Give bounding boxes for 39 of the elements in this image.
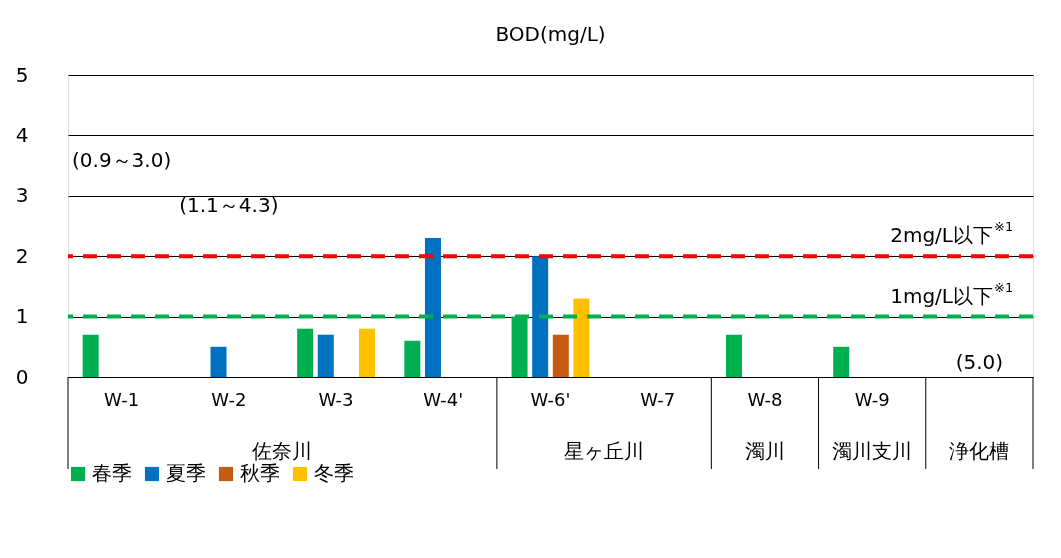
x-tick-label: W-7 [640, 388, 676, 410]
x-tick-label: W-2 [211, 388, 247, 410]
bar [424, 238, 441, 377]
text: 佐奈川 [252, 439, 313, 463]
bar [82, 334, 99, 377]
bar [210, 346, 227, 377]
annotation: (5.0) [955, 350, 1004, 374]
text: 濁川支川 [832, 439, 913, 463]
annotation: (0.9～3.0) [72, 147, 172, 172]
bar [726, 334, 743, 377]
legend-label: 夏季 [166, 461, 206, 485]
x-tick-label: W-8 [747, 388, 783, 410]
bar [833, 346, 850, 377]
y-tick-label: 5 [15, 62, 29, 87]
legend-label: 秋季 [240, 461, 280, 485]
text: 濁川 [744, 439, 785, 463]
x-tick-label: W-6' [530, 388, 571, 410]
text: 浄化槽 [949, 439, 1010, 463]
bar [297, 328, 314, 377]
bar [317, 334, 334, 377]
legend-label: 冬季 [314, 461, 354, 485]
x-tick-label: W-3 [318, 388, 354, 410]
y-tick-label: 1 [15, 304, 29, 329]
y-tick-label: 4 [15, 122, 29, 147]
x-tick-label: W-9 [854, 388, 890, 410]
text: 星ヶ丘川 [564, 439, 645, 463]
bar [532, 256, 549, 377]
legend-label: 春季 [92, 461, 132, 485]
bar [358, 328, 375, 377]
annotation: (1.1～4.3) [179, 192, 279, 217]
y-tick-label: 2 [15, 243, 29, 268]
bar [552, 334, 569, 377]
chart-title: BOD(mg/L) [495, 22, 606, 46]
y-tick-label: 0 [15, 364, 29, 389]
x-tick-label: W-1 [104, 388, 140, 410]
bar [573, 298, 590, 377]
y-tick-label: 3 [15, 183, 29, 208]
bar [404, 340, 421, 377]
x-tick-label: W-4' [423, 388, 464, 410]
